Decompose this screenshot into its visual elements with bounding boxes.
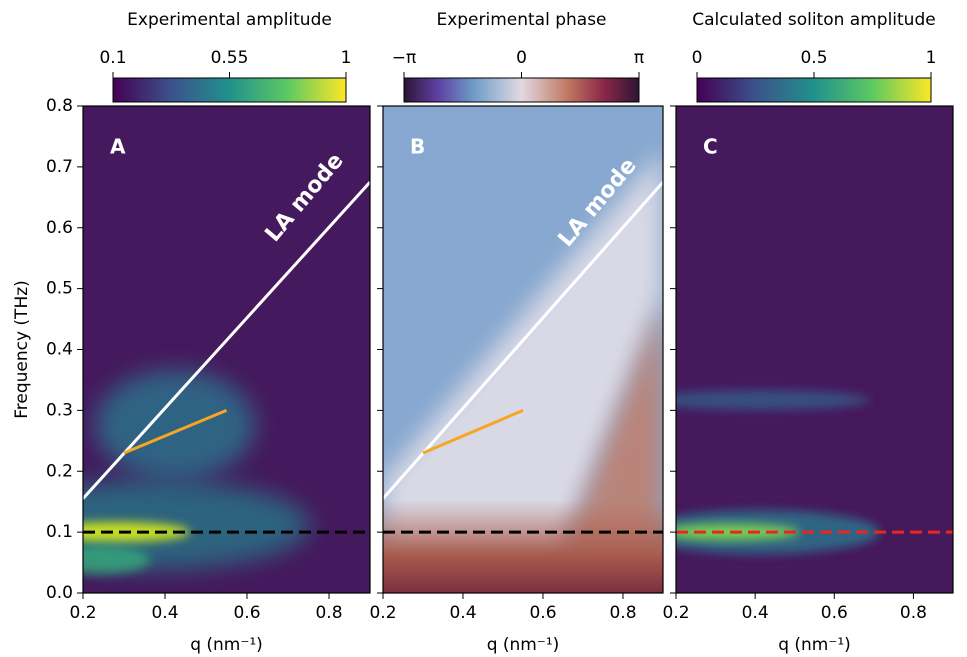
x-tick-label: 0.8 [315, 603, 342, 623]
y-tick-label: 0.3 [46, 400, 73, 420]
y-tick-label: 0.6 [46, 218, 73, 238]
x-axis-label: q (nm⁻¹) [190, 635, 263, 655]
y-tick-label: 0.0 [46, 583, 73, 603]
colorbar [112, 77, 347, 103]
colorbar-title: Calculated soliton amplitude [692, 10, 935, 30]
y-tick-label: 0.7 [46, 157, 73, 177]
x-tick-label: 0.4 [151, 603, 178, 623]
y-tick-label: 0.8 [46, 96, 73, 116]
x-axis-label: q (nm⁻¹) [778, 635, 851, 655]
y-tick-label: 0.2 [46, 461, 73, 481]
y-tick-label: 0.4 [46, 340, 73, 360]
colorbar-tick-label: 0 [692, 48, 703, 68]
heatmap-a [83, 106, 370, 593]
colorbar-tick-label: −π [392, 48, 416, 68]
x-tick-label: 0.6 [233, 603, 260, 623]
x-tick-label: 0.6 [529, 603, 556, 623]
x-tick-label: 0.6 [821, 603, 848, 623]
line [422, 408, 524, 455]
line [381, 181, 665, 500]
x-tick-label: 0.4 [742, 603, 769, 623]
panel-label: B [410, 135, 425, 159]
x-tick-label: 0.2 [662, 603, 689, 623]
y-tick-label: 0.5 [46, 279, 73, 299]
heatmap-b [383, 106, 663, 593]
x-tick-label: 0.8 [900, 603, 927, 623]
x-tick-label: 0.2 [369, 603, 396, 623]
line [123, 408, 228, 455]
colorbar-tick-label: 0.5 [800, 48, 827, 68]
y-axis-label: Frequency (THz) [12, 280, 32, 419]
colorbar-title: Experimental phase [436, 10, 606, 30]
colorbar-tick-label: 0.1 [99, 48, 126, 68]
panel-label: A [110, 135, 126, 159]
x-axis-label: q (nm⁻¹) [487, 635, 560, 655]
colorbar-tick-label: π [634, 48, 644, 68]
colorbar-tick-label: 0.55 [211, 48, 249, 68]
x-tick-label: 0.2 [69, 603, 96, 623]
y-tick-label: 0.1 [46, 522, 73, 542]
x-tick-label: 0.4 [449, 603, 476, 623]
line [81, 181, 372, 500]
heatmap-c [676, 106, 953, 593]
colorbar [696, 77, 932, 103]
colorbar [403, 77, 640, 103]
x-tick-label: 0.8 [609, 603, 636, 623]
panel-label: C [703, 135, 718, 159]
colorbar-tick-label: 1 [926, 48, 937, 68]
colorbar-tick-label: 1 [341, 48, 352, 68]
colorbar-title: Experimental amplitude [127, 10, 332, 30]
colorbar-tick-label: 0 [516, 48, 527, 68]
